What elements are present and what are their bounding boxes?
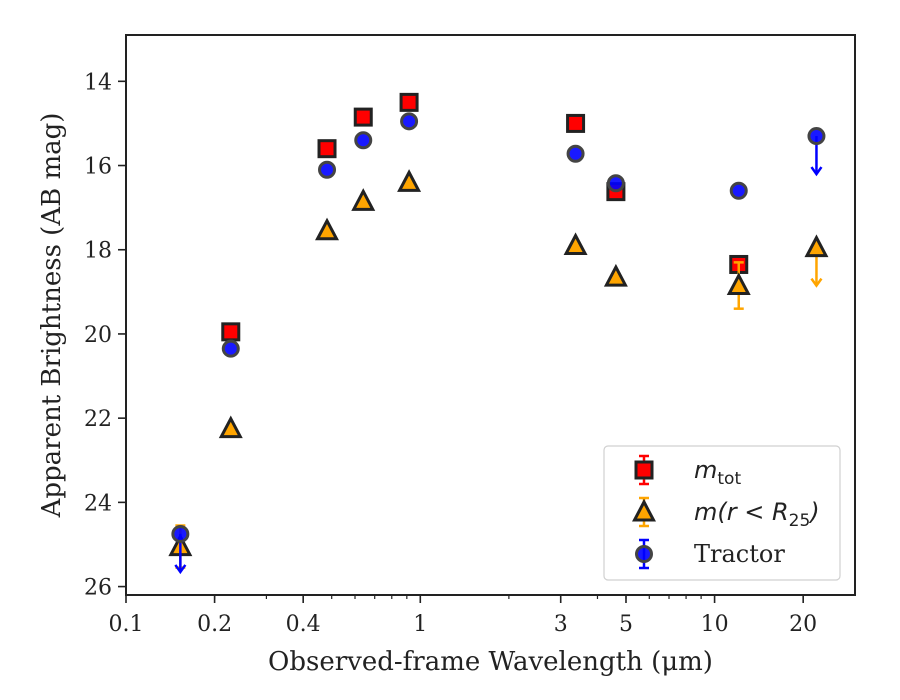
x-tick-label: 0.2	[197, 612, 232, 637]
series-square	[221, 92, 749, 342]
legend-marker-square	[634, 460, 654, 480]
data-point-circle	[807, 127, 826, 146]
x-axis-title: Observed-frame Wavelength (μm)	[268, 647, 713, 677]
x-tick-label: 10	[701, 612, 729, 637]
y-tick-label: 26	[84, 576, 112, 601]
series-circle	[171, 112, 826, 575]
y-tick-label: 20	[84, 323, 112, 348]
data-point-triangle	[563, 232, 588, 256]
upper-limit-arrow-head	[174, 564, 187, 575]
legend-box	[603, 445, 841, 581]
data-point-circle	[171, 524, 190, 543]
y-tick-label: 24	[84, 491, 112, 516]
legend: mtot m(r < R25) Tractor	[603, 445, 841, 581]
data-point-triangle	[726, 272, 751, 296]
x-tick-label: 5	[619, 612, 633, 637]
plot-frame	[125, 34, 856, 596]
data-point-circle	[606, 174, 625, 193]
legend-entry: m(r < R25)	[632, 496, 820, 531]
data-point-triangle	[218, 415, 243, 439]
legend-label: mtot	[694, 456, 741, 489]
data-point-circle	[566, 144, 585, 163]
x-tick-label: 20	[789, 612, 817, 637]
legend-label: m(r < R25)	[694, 498, 820, 531]
x-tick-label: 3	[554, 612, 568, 637]
legend-entry: mtot	[634, 454, 741, 489]
data-point-square	[566, 113, 586, 133]
axes: 0.1 0.2 0.4 1 3 5 10 20 14 16 18 20 22 24 26	[84, 70, 817, 637]
y-tick-label: 22	[84, 407, 112, 432]
x-tick-label: 1	[413, 612, 427, 637]
x-tick-label: 0.1	[109, 612, 144, 637]
data-point-square	[221, 322, 241, 342]
upper-limit-arrow-head	[810, 277, 823, 288]
data-point-square	[353, 107, 373, 127]
y-axis-title: Apparent Brightness (AB mag)	[37, 113, 67, 519]
data-point-triangle	[315, 217, 340, 241]
data-point-circle	[354, 131, 373, 150]
y-tick-label: 18	[84, 239, 112, 264]
data-point-circle	[318, 160, 337, 179]
data-point-triangle	[397, 169, 422, 192]
data-point-circle	[221, 339, 240, 358]
legend-marker-circle	[635, 545, 653, 563]
legend-marker-triangle	[632, 498, 656, 522]
x-tick-label: 0.4	[286, 612, 321, 637]
legend-label: Tractor	[694, 540, 785, 568]
data-point-triangle	[351, 188, 376, 211]
legend-entry: Tractor	[635, 538, 785, 570]
data-point-square	[317, 139, 337, 159]
data-point-circle	[729, 181, 748, 200]
y-tick-label: 16	[84, 155, 112, 180]
data-point-triangle	[804, 234, 829, 258]
data-point-circle	[400, 112, 419, 131]
data-point-square	[399, 92, 419, 112]
upper-limit-arrow-head	[810, 166, 823, 177]
data-point-triangle	[603, 263, 628, 287]
y-tick-label: 14	[84, 70, 112, 95]
data-marks	[168, 92, 829, 575]
